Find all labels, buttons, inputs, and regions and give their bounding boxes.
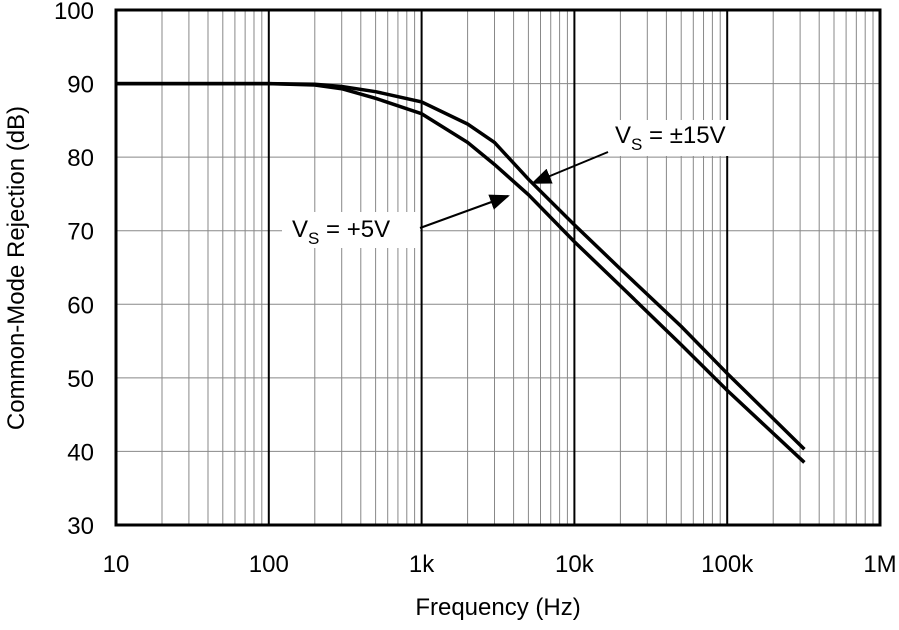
- x-tick-label: 10k: [555, 551, 595, 578]
- y-tick-label: 90: [67, 72, 94, 99]
- annotation-sub: S: [308, 229, 319, 248]
- y-tick-label: 40: [67, 439, 94, 466]
- x-tick-label: 1k: [409, 551, 435, 578]
- annotation-bg: [282, 212, 420, 248]
- x-tick-label: 10: [103, 551, 130, 578]
- annotation: VS = +5V: [292, 216, 390, 248]
- x-tick-label: 1M: [863, 551, 896, 578]
- annotation-rest: = +5V: [319, 216, 390, 243]
- annotation: VS = ±15V: [615, 122, 726, 154]
- annotation-main: V: [292, 216, 308, 243]
- annotation-rest: = ±15V: [642, 122, 725, 149]
- series-line: [116, 81, 806, 464]
- y-tick-label: 100: [54, 0, 94, 25]
- annotation-bg: [608, 120, 760, 156]
- annotation-arrow: [531, 151, 609, 184]
- y-axis-label: Common-Mode Rejection (dB): [3, 106, 30, 430]
- y-tick-label: 30: [67, 513, 94, 540]
- x-tick-label: 100k: [701, 551, 754, 578]
- y-tick-label: 50: [67, 366, 94, 393]
- plot-frame: [114, 8, 882, 527]
- x-tick-label: 100: [249, 551, 289, 578]
- y-tick-label: 60: [67, 292, 94, 319]
- y-tick-label: 70: [67, 219, 94, 246]
- y-tick-label: 80: [67, 145, 94, 172]
- annotation-sub: S: [631, 135, 642, 154]
- x-axis-label: Frequency (Hz): [415, 594, 580, 621]
- annotation-main: V: [615, 122, 631, 149]
- annotation-arrow: [419, 194, 510, 229]
